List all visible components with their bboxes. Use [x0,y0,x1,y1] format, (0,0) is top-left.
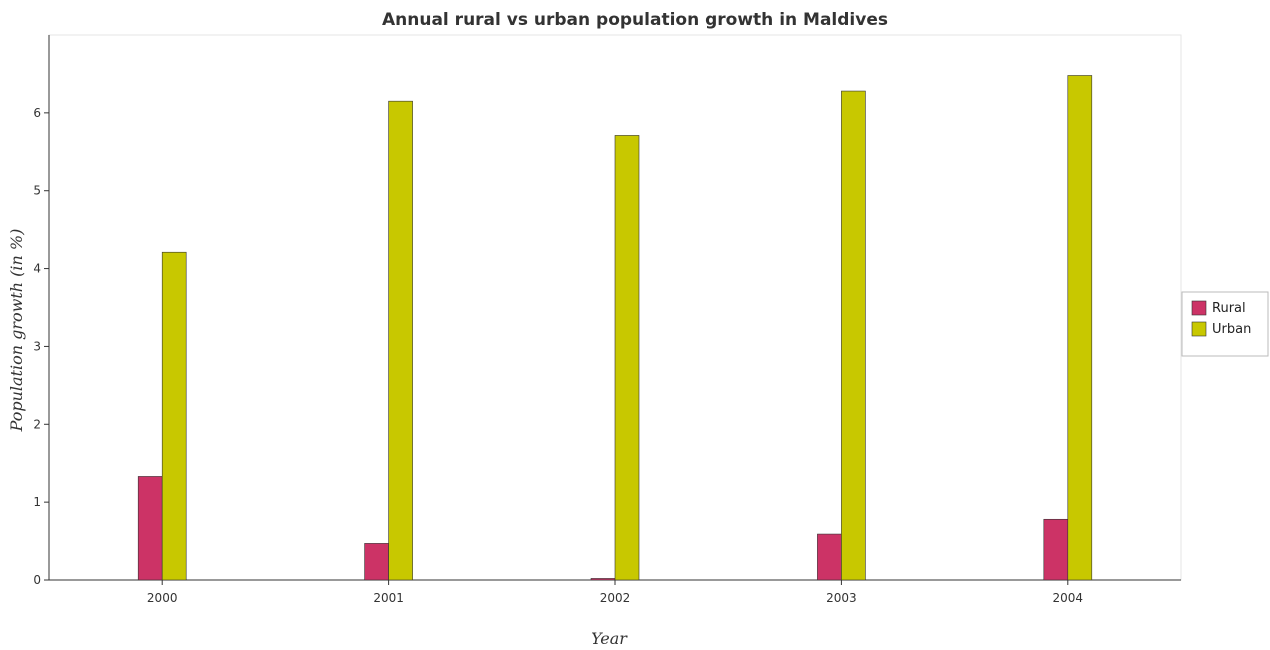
bar-urban [388,100,413,581]
bar-rural [137,476,163,581]
x-tick-label: 2002 [600,591,631,605]
bar-urban [161,251,187,581]
legend-label-urban: Urban [1212,322,1251,337]
bar-rural [817,533,842,581]
bar-rural [364,543,389,581]
y-tick-label: 1 [33,495,41,509]
plot-area: 0 1 2 3 4 5 6 2000 2001 2002 2003 2004 [33,34,1182,605]
legend-swatch-rural [1191,300,1207,316]
legend: Rural Urban [1181,291,1269,357]
y-axis-label: Population growth (in %) [7,229,26,433]
bar-rural [590,578,616,581]
x-tick-label: 2003 [826,591,857,605]
y-tick-label: 6 [33,106,41,120]
chart-title: Annual rural vs urban population growth … [382,10,888,30]
y-tick-label: 4 [33,262,41,276]
bar-urban [841,90,866,581]
y-tick-label: 5 [33,184,41,198]
legend-label-rural: Rural [1212,301,1246,316]
bar-urban [1067,75,1093,581]
bar-rural [1043,518,1069,581]
x-tick-label: 2000 [147,591,178,605]
x-axis-label: Year [591,629,628,648]
y-tick-label: 3 [33,339,41,353]
legend-swatch-urban [1191,321,1207,337]
bar-urban [614,135,640,581]
y-tick-label: 2 [33,417,41,431]
x-tick-label: 2001 [373,591,404,605]
y-tick-label: 0 [33,573,41,587]
x-tick-label: 2004 [1053,591,1084,605]
